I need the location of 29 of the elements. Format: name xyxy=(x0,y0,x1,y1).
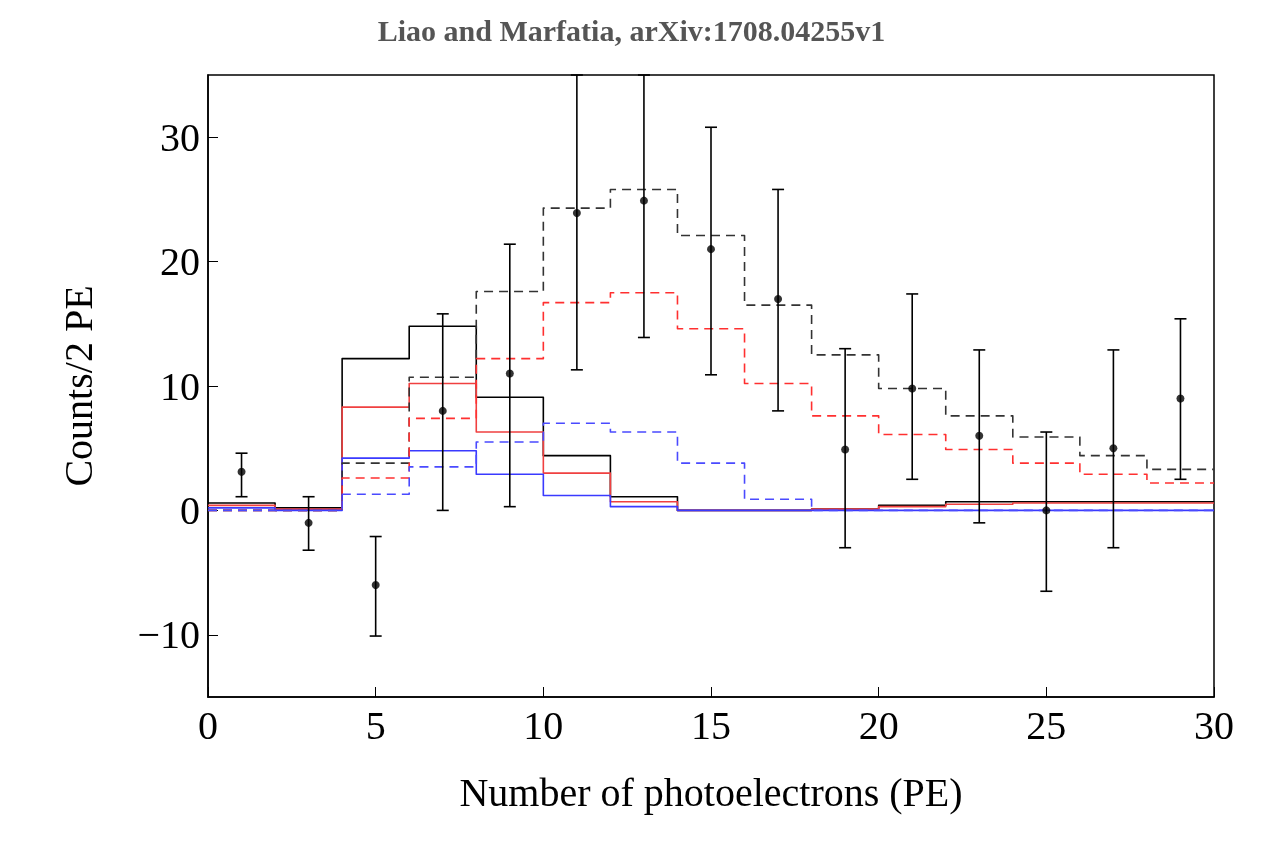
chart-title: Liao and Marfatia, arXiv:1708.04255v1 xyxy=(377,13,886,47)
point xyxy=(304,518,313,527)
point xyxy=(1109,444,1118,453)
point xyxy=(707,245,715,254)
point xyxy=(639,196,648,205)
x-tick-label: 25 xyxy=(1026,702,1067,748)
point xyxy=(438,406,447,415)
y-axis-title: Counts/2 PE xyxy=(55,285,101,487)
point xyxy=(572,209,581,218)
x-tick-label: 5 xyxy=(365,702,386,748)
y-tick-label: 30 xyxy=(160,114,200,160)
point xyxy=(975,431,984,440)
x-tick-label: 30 xyxy=(1194,702,1234,748)
y-tick-label: 0 xyxy=(180,487,200,533)
point xyxy=(505,369,514,378)
point xyxy=(1042,506,1051,515)
point xyxy=(237,467,246,476)
x-tick-label: 20 xyxy=(858,702,899,748)
point xyxy=(371,581,380,590)
point xyxy=(908,384,917,393)
x-axis-title: Number of photoelectrons (PE) xyxy=(459,769,963,815)
x-tick-label: 15 xyxy=(691,702,731,748)
y-tick-label: 10 xyxy=(160,363,200,409)
y-tick-label: 20 xyxy=(160,239,200,285)
point xyxy=(841,445,850,454)
point xyxy=(1176,394,1185,403)
y-tick-label: −10 xyxy=(137,612,200,658)
x-tick-label: 10 xyxy=(523,702,564,748)
point xyxy=(774,294,783,303)
